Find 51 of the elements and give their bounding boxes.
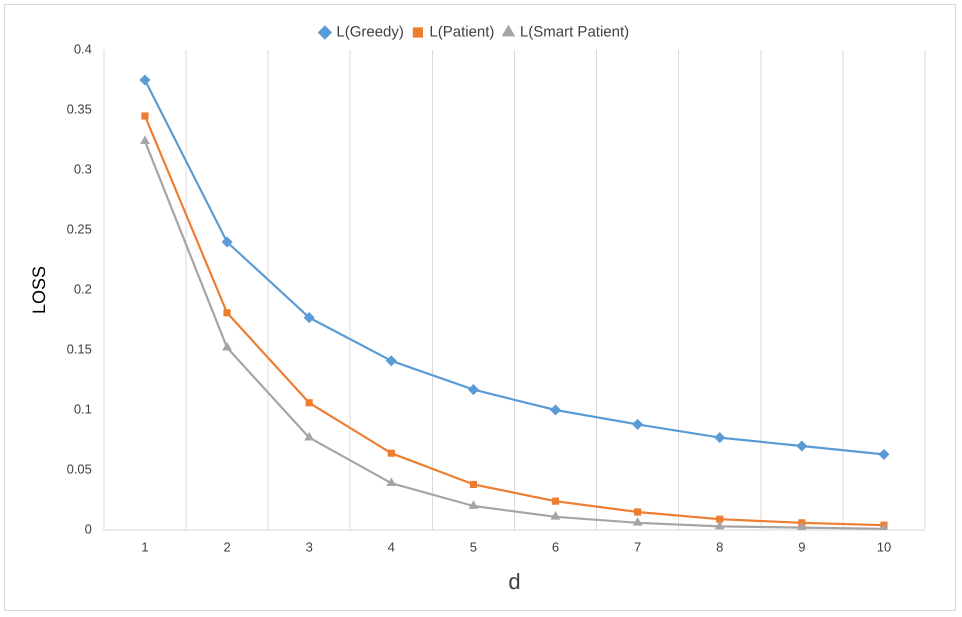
point [550,404,561,416]
point [716,522,724,530]
point [796,440,807,452]
legend-label: L(Greedy) [336,24,404,41]
y-tick-label: 0.35 [66,102,92,117]
y-tick-label: 0.05 [66,462,92,477]
point [468,384,478,395]
point [716,516,724,523]
x-tick-label: 3 [306,539,313,554]
y-tick-label: 0 [84,522,92,537]
point [470,480,477,488]
x-tick-label: 2 [223,539,231,554]
x-tick-label: 4 [388,539,395,554]
point [714,432,725,443]
point [306,399,313,406]
x-axis-title: d [508,568,521,594]
point [878,449,890,460]
x-tick-label: 5 [470,539,478,554]
y-tick-label: 0.3 [74,162,92,177]
point [305,433,314,440]
point [141,112,149,120]
point [469,501,478,509]
point [632,419,643,430]
legend-label: L(Patient) [429,24,494,41]
y-tick-label: 0.1 [74,402,92,417]
point [386,356,396,366]
point [633,518,642,526]
x-tick-label: 6 [552,539,560,554]
point [798,523,806,530]
point [140,74,150,86]
point [551,512,560,520]
point [140,136,150,144]
y-tick-label: 0.15 [66,342,92,357]
legend-label: L(Smart Patient) [520,24,630,41]
point [222,236,232,248]
point [634,508,642,516]
point [304,312,314,323]
x-tick-label: 8 [716,539,724,554]
x-tick-label: 9 [798,539,806,554]
x-tick-label: 7 [634,539,642,554]
y-axis-title: LOSS [28,266,49,314]
y-tick-label: 0.25 [66,222,92,237]
point [223,309,231,316]
y-tick-label: 0.4 [74,42,92,57]
x-tick-label: 1 [141,539,149,554]
point [387,478,396,486]
point [222,343,232,350]
x-tick-label: 10 [876,539,892,554]
y-tick-label: 0.2 [74,282,92,297]
point [552,498,560,505]
point [388,450,395,457]
